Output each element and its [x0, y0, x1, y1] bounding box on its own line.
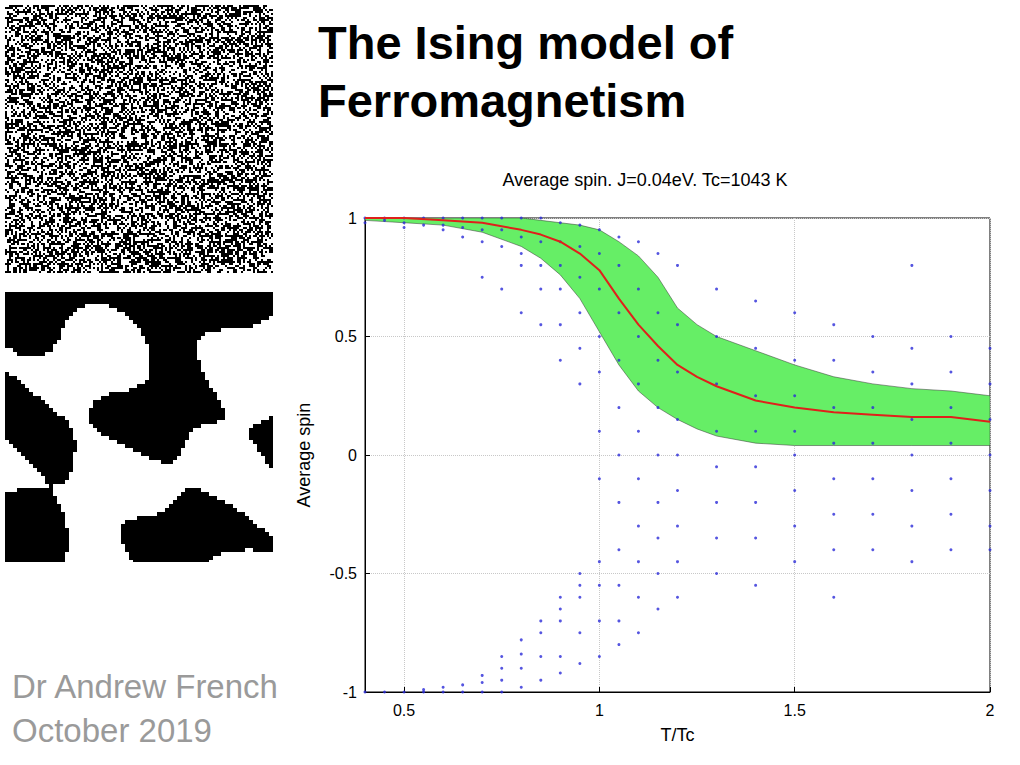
- svg-text:T/Tc: T/Tc: [661, 725, 695, 745]
- svg-text:1: 1: [348, 210, 357, 227]
- html-text:Dr Andrew French: Dr Andrew French: [12, 668, 278, 705]
- svg-text:-1: -1: [343, 684, 357, 701]
- svg-text:0.5: 0.5: [393, 702, 415, 719]
- svg-text:1.5: 1.5: [784, 702, 806, 719]
- svg-text:-0.5: -0.5: [329, 565, 357, 582]
- svg-text:Average spin: Average spin: [294, 403, 314, 508]
- html-text:Ferromagnetism: Ferromagnetism: [318, 74, 687, 127]
- svg-text:0: 0: [348, 447, 357, 464]
- svg-text:Average spin. J=0.04eV. Tc=104: Average spin. J=0.04eV. Tc=1043 K: [503, 170, 788, 190]
- html-text:The Ising model of: The Ising model of: [318, 16, 734, 69]
- svg-text:0.5: 0.5: [335, 328, 357, 345]
- html-text:October 2019: October 2019: [12, 712, 212, 749]
- svg-text:2: 2: [986, 702, 995, 719]
- svg-text:1: 1: [595, 702, 604, 719]
